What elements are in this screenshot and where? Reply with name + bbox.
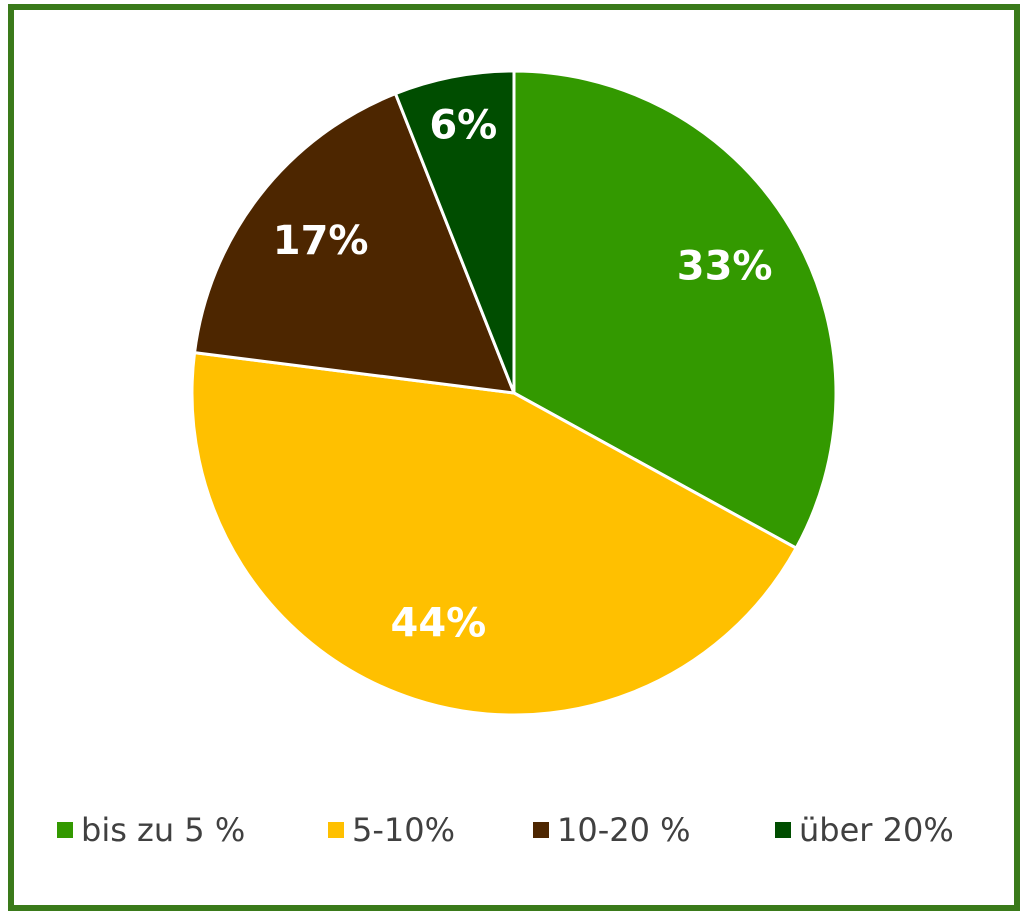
value-label: 44%: [391, 601, 487, 647]
legend-label: über 20%: [799, 811, 954, 849]
pie-slice: [192, 91, 517, 395]
pie-slice: [512, 69, 838, 551]
legend-swatch: [328, 822, 344, 838]
legend-label: 10-20 %: [557, 811, 691, 849]
value-label: 17%: [273, 218, 369, 264]
legend-swatch: [533, 822, 549, 838]
value-label: 6%: [429, 102, 497, 148]
legend-swatch: [775, 822, 791, 838]
value-label: 33%: [677, 243, 773, 289]
legend-label: 5-10%: [352, 811, 455, 849]
pie-slice: [393, 69, 516, 394]
legend-swatch: [57, 822, 73, 838]
pie-slice: [190, 350, 799, 717]
legend-label: bis zu 5 %: [81, 811, 245, 849]
